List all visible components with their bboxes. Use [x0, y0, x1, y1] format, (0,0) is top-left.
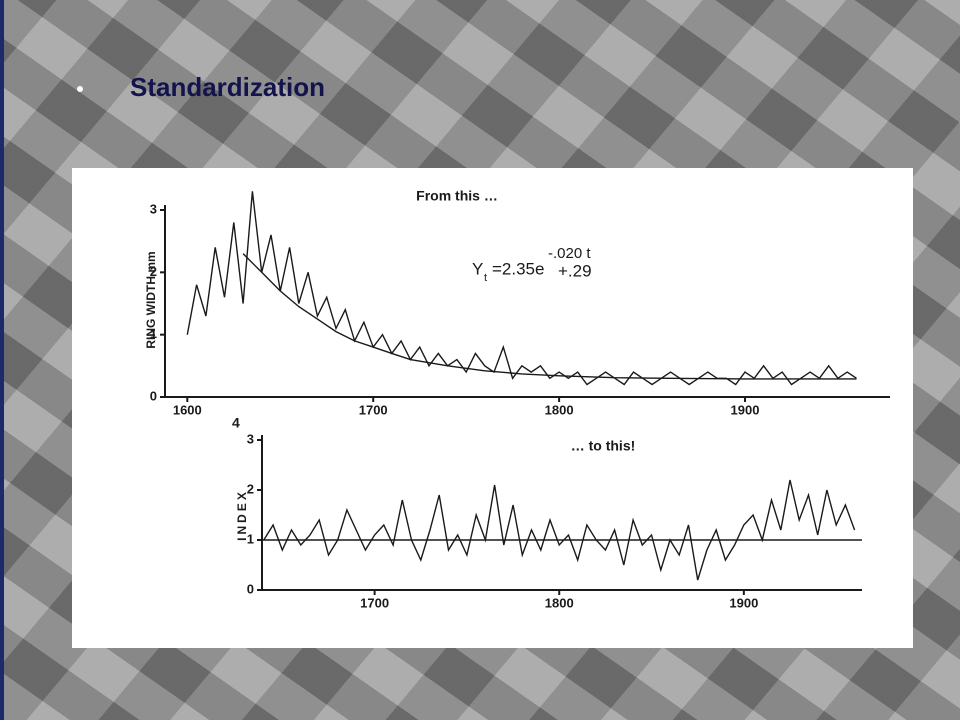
y-tick-label: 0 — [150, 388, 157, 403]
eq-base: Y — [472, 259, 483, 278]
x-tick-label: 1900 — [731, 402, 760, 417]
y-tick-label: 1 — [150, 326, 157, 341]
y-tick-label: 2 — [247, 481, 254, 496]
slide-title: Standardization — [130, 72, 325, 102]
caption: … to this! — [571, 438, 636, 454]
figure-panel — [72, 168, 913, 648]
axis-label: INDEX — [235, 489, 249, 541]
y-tick-label: 3 — [150, 201, 157, 216]
caption: From this … — [416, 188, 498, 204]
figure-label: 4 — [232, 415, 240, 431]
eq-sub: t — [484, 272, 487, 284]
x-tick-label: 1800 — [545, 595, 574, 610]
x-tick-label: 1700 — [359, 402, 388, 417]
bullet — [77, 86, 83, 92]
x-tick-label: 1600 — [173, 402, 202, 417]
eq-exp: -.020 t — [548, 245, 591, 262]
y-tick-label: 0 — [247, 581, 254, 596]
eq-tail: +.29 — [558, 261, 592, 280]
x-tick-label: 1900 — [729, 595, 758, 610]
x-tick-label: 1800 — [545, 402, 574, 417]
y-tick-label: 1 — [247, 531, 254, 546]
x-tick-label: 1700 — [360, 595, 389, 610]
data-line — [263, 479, 856, 581]
eq-main: =2.35e — [492, 259, 544, 278]
data-line — [242, 253, 857, 380]
edge-strip — [0, 0, 4, 720]
equation: Y t =2.35e -.020 t +.29 — [472, 245, 592, 284]
y-tick-label: 3 — [247, 431, 254, 446]
data-line — [186, 191, 857, 386]
axis-label: RING WIDTH mm — [144, 251, 158, 348]
y-tick-label: 2 — [150, 264, 157, 279]
